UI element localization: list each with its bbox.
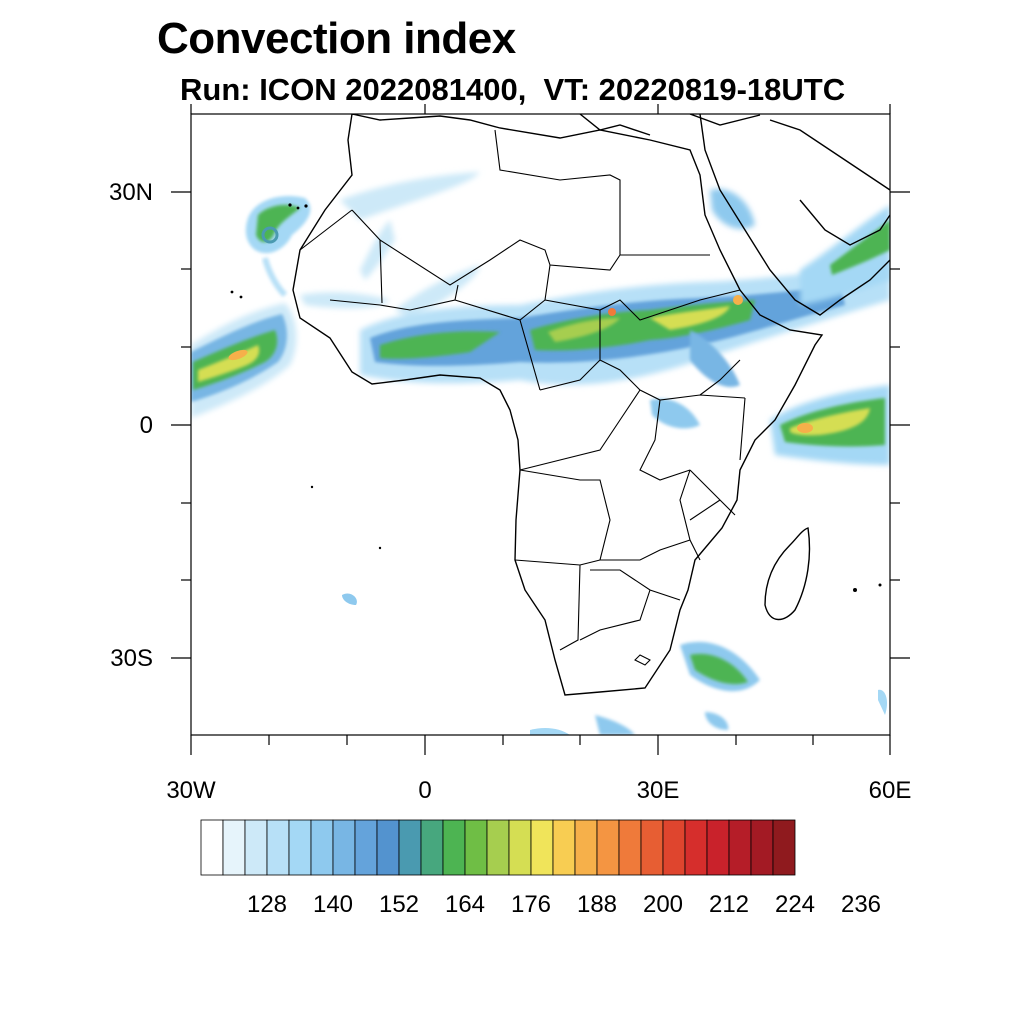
colorbar-swatch <box>684 819 708 876</box>
colorbar-swatch <box>706 819 730 876</box>
lon-label: 0 <box>418 777 431 804</box>
colorbar-swatch <box>442 819 466 876</box>
country-borders <box>299 129 746 666</box>
colorbar-swatch <box>354 819 378 876</box>
chart-subtitle: Run: ICON 2022081400, VT: 20220819-18UTC <box>180 72 846 107</box>
lon-label: 30W <box>166 777 216 804</box>
atlantic-disturbance <box>191 303 297 418</box>
colorbar-label: 212 <box>709 891 749 918</box>
colorbar-swatch <box>530 819 554 876</box>
colorbar-swatch <box>574 819 598 876</box>
colorbar-swatch <box>640 819 664 876</box>
colorbar-label: 224 <box>775 891 815 918</box>
colorbar-label: 128 <box>247 891 287 918</box>
colorbar-swatch <box>750 819 774 876</box>
colorbar-swatch <box>486 819 510 876</box>
lon-label: 60E <box>869 777 912 804</box>
colorbar-label: 152 <box>379 891 419 918</box>
colorbar <box>200 819 796 876</box>
lat-label: 30N <box>109 179 153 206</box>
lat-label: 30S <box>110 645 153 672</box>
coastlines <box>292 114 890 696</box>
colorbar-swatch <box>244 819 268 876</box>
colorbar-label: 236 <box>841 891 881 918</box>
indian-ocean-cluster <box>770 385 890 465</box>
colorbar-label: 140 <box>313 891 353 918</box>
colorbar-swatch <box>508 819 532 876</box>
colorbar-swatch <box>332 819 356 876</box>
colorbar-swatch <box>310 819 334 876</box>
colorbar-swatch <box>420 819 444 876</box>
arabia-convection <box>800 205 890 305</box>
persian-gulf-coast <box>799 199 890 246</box>
colorbar-label: 164 <box>445 891 485 918</box>
colorbar-swatch <box>552 819 576 876</box>
colorbar-swatch <box>596 819 620 876</box>
colorbar-swatch <box>662 819 686 876</box>
colorbar-label: 200 <box>643 891 683 918</box>
colorbar-swatch <box>200 819 224 876</box>
axis-ticks <box>171 104 910 755</box>
colorbar-labels: 128 140 152 164 176 188 200 212 224 236 <box>247 891 881 918</box>
colorbar-swatch <box>618 819 642 876</box>
colorbar-swatch <box>266 819 290 876</box>
lon-label: 30E <box>637 777 680 804</box>
east-africa-cluster <box>650 398 700 429</box>
colorbar-swatch <box>772 819 796 876</box>
sahara-streaks <box>300 172 480 320</box>
chart-title: Convection index <box>157 14 516 63</box>
sahel-band <box>360 260 890 385</box>
colorbar-swatch <box>398 819 422 876</box>
lat-label: 0 <box>140 412 153 439</box>
convection-field <box>191 172 890 735</box>
colorbar-swatch <box>288 819 312 876</box>
islands <box>230 203 882 592</box>
colorbar-swatch <box>222 819 246 876</box>
mediterranean-north <box>579 114 890 191</box>
colorbar-swatch <box>464 819 488 876</box>
canary-swirl <box>245 196 311 298</box>
colorbar-label: 188 <box>577 891 617 918</box>
lat-labels: 30N 0 30S <box>109 179 153 672</box>
colorbar-swatch <box>728 819 752 876</box>
colorbar-label: 176 <box>511 891 551 918</box>
colorbar-swatch <box>376 819 400 876</box>
arabia-coast <box>699 114 890 316</box>
madagascar <box>764 527 811 621</box>
africa-coastline <box>292 114 824 696</box>
southern-band <box>342 593 888 735</box>
lon-labels: 30W 0 30E 60E <box>166 777 911 804</box>
